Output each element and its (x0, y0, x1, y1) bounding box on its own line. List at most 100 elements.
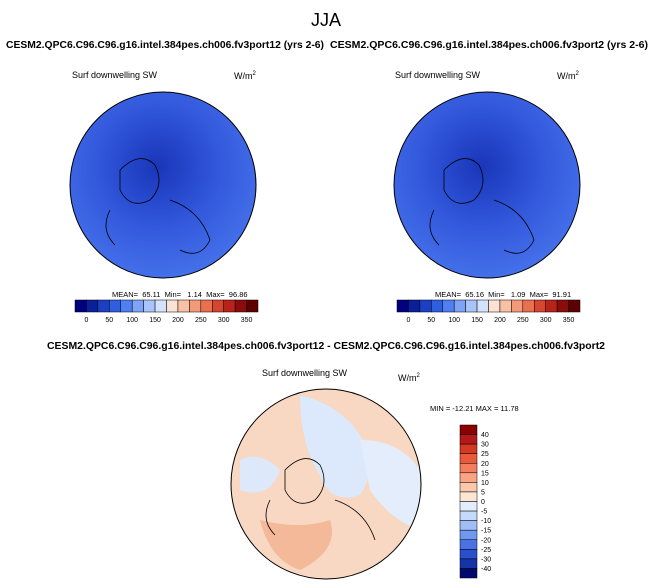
coastline (105, 158, 211, 254)
colorbar-label: 15 (481, 470, 489, 477)
colorbar-box (459, 501, 478, 512)
colorbar-box (511, 299, 524, 313)
colorbar-label: 100 (126, 317, 138, 324)
colorbar-box (453, 299, 466, 313)
colorbar-box (476, 299, 489, 313)
colorbar: 40 30 25 20 15 10 5 0 -5 -10 -15 -20 -25 -30 -40 (459, 424, 491, 579)
colorbar-label: 300 (218, 317, 230, 324)
colorbar-label: 50 (427, 317, 435, 324)
stats: MEAN= 65.16 Min= 1.09 Max= 91.91 (435, 290, 571, 299)
colorbar-box (459, 443, 478, 454)
colorbar-label: 150 (471, 317, 483, 324)
colorbar-box (177, 299, 190, 313)
units-power: 2 (253, 71, 257, 77)
colorbar-box (459, 482, 478, 493)
colorbar-label: 5 (481, 489, 485, 496)
colorbar-label: 250 (195, 317, 207, 324)
colorbar-box (522, 299, 535, 313)
colorbar-box (459, 510, 478, 521)
units: W/m (557, 71, 576, 81)
colorbar-label: 40 (481, 432, 489, 439)
colorbar-box (234, 299, 247, 313)
colorbar-box (396, 299, 409, 313)
units-label: W/m2 (557, 71, 580, 81)
stats: MIN = -12.21 MAX = 11.78 (430, 404, 519, 413)
difference-panel: CESM2.QPC6.C96.C96.g16.intel.384pes.ch00… (47, 340, 605, 580)
colorbar-box (459, 568, 478, 579)
map-outline (230, 388, 422, 580)
colorbar-box (534, 299, 546, 313)
colorbar-label: 300 (540, 317, 552, 324)
coastline (265, 458, 376, 541)
colorbar-label: -15 (481, 528, 491, 535)
colorbar-box (74, 299, 87, 313)
colorbar-label: 0 (481, 499, 485, 506)
colorbar-box (459, 453, 478, 464)
colorbar-box (86, 299, 99, 313)
colorbar-label: 200 (494, 317, 506, 324)
colorbar-label: 350 (563, 317, 575, 324)
colorbar-box (200, 299, 213, 313)
colorbar-box (459, 491, 478, 502)
colorbar-box (459, 424, 478, 435)
colorbar-box (488, 299, 501, 313)
panel-title: CESM2.QPC6.C96.C96.g16.intel.384pes.ch00… (47, 340, 605, 352)
polar-map (69, 91, 257, 279)
stats: MEAN= 65.11 Min= 1.14 Max= 96.86 (112, 290, 248, 299)
variable-label: Surf downwelling SW (262, 368, 348, 378)
polar-map (393, 91, 581, 279)
colorbar-box (212, 299, 224, 313)
colorbar-label: -40 (481, 566, 491, 573)
colorbar: 0 50 100 150 200 250 300 350 (396, 299, 581, 324)
colorbar-box (459, 539, 478, 550)
colorbar-box (556, 299, 569, 313)
colorbar-label: -25 (481, 547, 491, 554)
variable-label: Surf downwelling SW (72, 70, 158, 80)
colorbar-box (431, 299, 443, 313)
colorbar-box (189, 299, 202, 313)
colorbar-label: 200 (172, 317, 184, 324)
colorbar-box (408, 299, 421, 313)
colorbar-box (166, 299, 179, 313)
colorbar-box (465, 299, 478, 313)
colorbar-box (459, 434, 478, 445)
colorbar-label: 250 (517, 317, 529, 324)
units-label: W/m2 (398, 373, 421, 383)
colorbar-label: 350 (241, 317, 253, 324)
colorbar-box (246, 299, 259, 313)
colorbar-label: 0 (84, 317, 88, 324)
coastline (429, 158, 535, 254)
colorbar-label: 25 (481, 451, 489, 458)
units-power: 2 (417, 373, 421, 379)
colorbar-box (459, 529, 478, 540)
polar-map (231, 389, 421, 579)
colorbar-box (459, 520, 478, 531)
colorbar-box (442, 299, 455, 313)
colorbar-box (459, 549, 478, 560)
colorbar-label: 100 (448, 317, 460, 324)
colorbar-box (154, 299, 167, 313)
units: W/m (398, 373, 417, 383)
units: W/m (234, 71, 253, 81)
colorbar-label: 30 (481, 442, 489, 449)
variable-label: Surf downwelling SW (395, 70, 481, 80)
colorbar-label: 0 (406, 317, 410, 324)
colorbar: 0 50 100 150 200 250 300 350 (74, 299, 259, 324)
colorbar-box (568, 299, 581, 313)
colorbar-label: -5 (481, 509, 487, 516)
colorbar-box (131, 299, 144, 313)
colorbar-box (143, 299, 156, 313)
colorbar-label: 20 (481, 461, 489, 468)
colorbar-box (120, 299, 133, 313)
colorbar-box (459, 463, 478, 474)
colorbar-box (459, 558, 478, 569)
panel-title: CESM2.QPC6.C96.C96.g16.intel.384pes.ch00… (6, 39, 324, 51)
map-panel: CESM2.QPC6.C96.C96.g16.intel.384pes.ch00… (6, 39, 324, 324)
colorbar-box (499, 299, 512, 313)
colorbar-box (545, 299, 558, 313)
colorbar-label: -20 (481, 537, 491, 544)
colorbar-label: -30 (481, 556, 491, 563)
figure-title: JJA (311, 10, 341, 30)
